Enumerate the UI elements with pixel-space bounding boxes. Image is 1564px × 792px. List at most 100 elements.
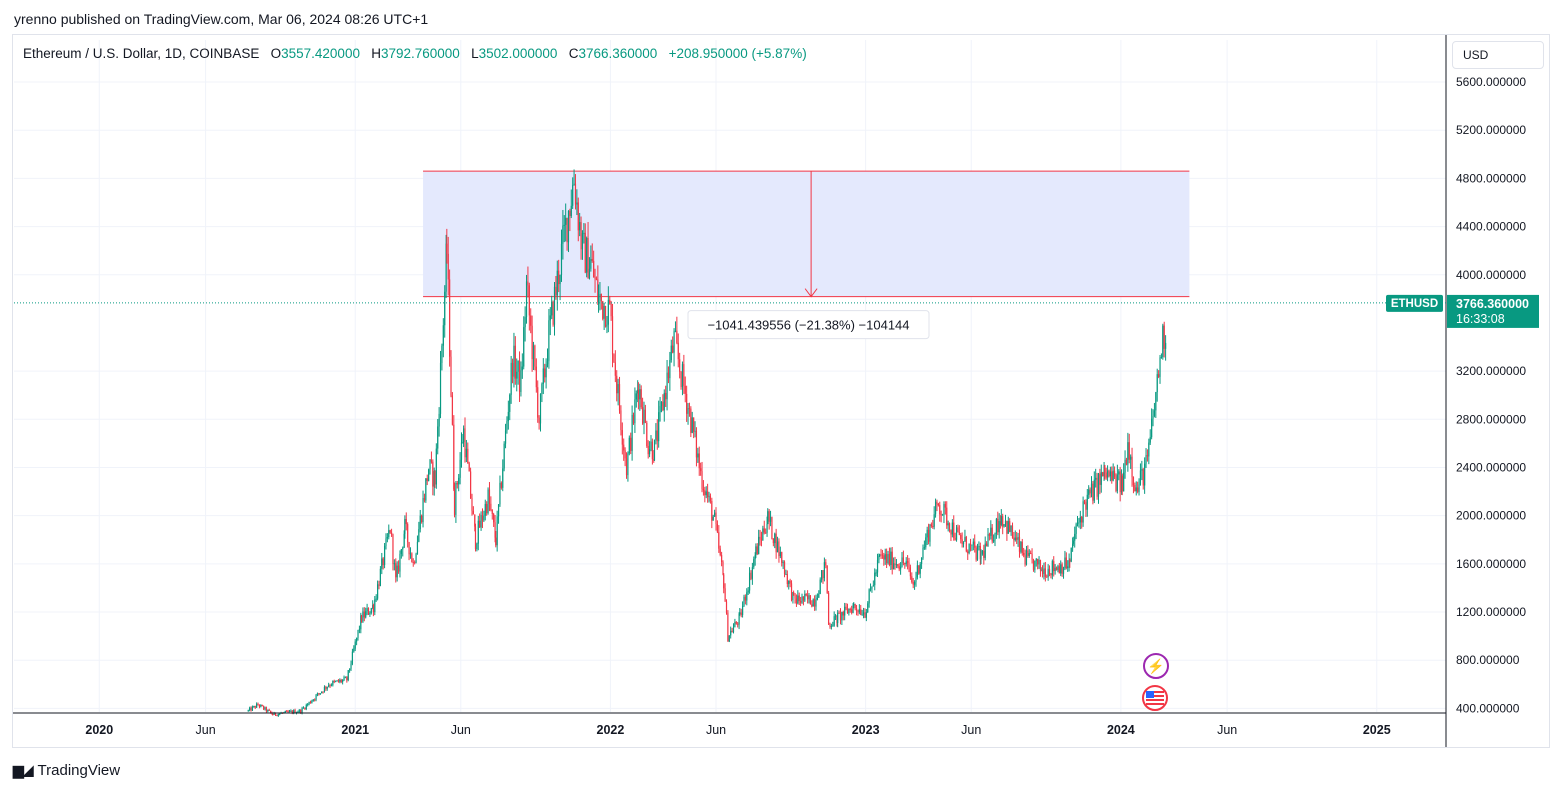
candle-body <box>679 359 681 372</box>
candle-body <box>1072 540 1074 544</box>
candle-body <box>1113 470 1116 477</box>
candle-body <box>846 608 849 614</box>
candle-body <box>346 677 348 681</box>
candle-body <box>1018 537 1021 552</box>
candle-body <box>936 501 938 504</box>
candle-body <box>264 707 266 710</box>
candle-body <box>531 325 533 360</box>
candle-body <box>308 701 310 705</box>
candle-body <box>809 595 812 605</box>
candle-body <box>611 316 614 355</box>
candle-body <box>409 553 412 555</box>
candle-body <box>857 610 859 613</box>
candle-body <box>907 561 909 563</box>
candle-body <box>541 383 543 394</box>
candle-body <box>590 258 592 269</box>
candle-body <box>268 709 270 711</box>
candle-body <box>981 550 984 554</box>
candle-body <box>674 330 677 332</box>
candle-body <box>890 551 892 565</box>
candle-body <box>765 532 767 534</box>
y-tick-label: 4800.000000 <box>1456 171 1526 185</box>
candle-body <box>390 532 393 535</box>
candle-body <box>1068 560 1070 567</box>
candle-body <box>595 278 598 280</box>
candle-body <box>339 679 341 682</box>
x-tick-label: Jun <box>196 723 216 737</box>
candle-body <box>825 562 827 566</box>
candle-body <box>775 533 777 553</box>
candle-body <box>644 409 646 423</box>
candle-body <box>1097 473 1100 497</box>
candle-body <box>961 539 963 545</box>
candle-body <box>670 345 672 361</box>
candle-body <box>372 605 374 609</box>
candle-body <box>755 546 757 556</box>
candle-body <box>1099 473 1101 485</box>
candle-body <box>357 629 359 638</box>
candle-body <box>913 581 916 585</box>
candle-body <box>884 554 886 560</box>
currency-button[interactable]: USD <box>1452 41 1544 69</box>
candle-body <box>834 615 837 617</box>
candle-body <box>1037 558 1039 565</box>
candle-body <box>372 605 374 613</box>
candle-body <box>1007 521 1009 534</box>
candle-body <box>895 564 898 566</box>
candle-body <box>294 710 296 714</box>
candle-body <box>635 393 637 400</box>
candle-body <box>1025 550 1028 565</box>
candle-body <box>503 443 505 469</box>
candle-body <box>782 562 784 564</box>
candle-body <box>653 459 655 461</box>
candle-body <box>646 422 648 446</box>
candle-body <box>774 533 776 544</box>
bolt-icon[interactable]: ⚡ <box>1143 653 1169 679</box>
candle-body <box>362 611 364 622</box>
candle-body <box>430 459 433 462</box>
candle-body <box>845 606 847 609</box>
candle-body <box>800 601 802 603</box>
candle-body <box>449 279 451 357</box>
candle-body <box>878 556 880 560</box>
candle-body <box>562 225 564 244</box>
candle-body <box>953 522 955 538</box>
candle-body <box>344 677 347 679</box>
candle-body <box>553 286 556 325</box>
candle-body <box>1108 470 1110 477</box>
candle-body <box>1086 494 1088 510</box>
candle-body <box>1046 576 1048 578</box>
price-tag-bg <box>1447 294 1539 328</box>
brand-footer[interactable]: ▆◢ TradingView <box>13 762 120 779</box>
candle-body <box>897 564 899 567</box>
candle-body <box>1118 471 1120 475</box>
candle-body <box>1134 485 1136 492</box>
candle-body <box>1072 543 1074 548</box>
candle-body <box>493 513 495 523</box>
chart-grid <box>14 40 1446 712</box>
candle-body <box>302 707 305 709</box>
candle-body <box>419 515 421 530</box>
candle-body <box>333 681 335 683</box>
candle-body <box>781 552 783 563</box>
candle-body <box>623 444 625 451</box>
candle-body <box>291 710 293 714</box>
candle-body <box>943 504 945 515</box>
candle-body <box>724 588 726 602</box>
candle-body <box>658 412 660 442</box>
candle-body <box>669 360 671 379</box>
candle-body <box>704 490 706 496</box>
candle-body <box>855 608 858 611</box>
us-flag-icon[interactable] <box>1142 685 1168 711</box>
candle-body <box>763 528 765 533</box>
candle-body <box>807 595 809 600</box>
candle-body <box>1020 541 1022 552</box>
candle-body <box>462 428 465 443</box>
candle-body <box>379 568 381 586</box>
candle-body <box>538 417 540 424</box>
candle-body <box>507 411 509 422</box>
legend-low-value: 3502.000000 <box>478 46 558 61</box>
candle-body <box>393 563 395 565</box>
candle-body <box>369 612 371 615</box>
